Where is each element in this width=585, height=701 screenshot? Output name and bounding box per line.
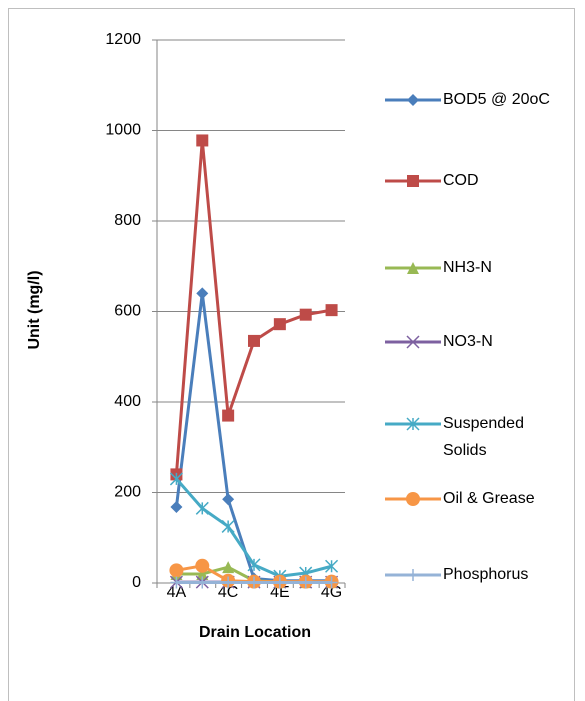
point <box>170 500 183 513</box>
point <box>170 576 183 589</box>
legend-label: NH3-N <box>443 259 492 276</box>
x-tick-label: 4C <box>218 584 238 601</box>
legend-label: Phosphorus <box>443 566 529 583</box>
legend-item <box>385 175 441 187</box>
point <box>406 417 420 431</box>
y-tick-label: 800 <box>114 212 141 229</box>
point <box>299 308 312 321</box>
point <box>196 287 209 300</box>
point <box>248 576 260 589</box>
legend-item <box>385 335 441 349</box>
y-tick-label: 0 <box>132 574 141 591</box>
point <box>273 576 286 589</box>
y-tick-label: 200 <box>114 484 141 501</box>
legend-label: Suspended Solids <box>443 415 524 459</box>
legend-item <box>385 262 441 274</box>
point <box>221 519 235 533</box>
legend-label: NO3-N <box>443 333 493 350</box>
point <box>222 561 235 574</box>
y-tick-label: 400 <box>114 393 141 410</box>
legend-label: COD <box>443 172 479 189</box>
legend-item <box>385 492 441 506</box>
point <box>222 493 235 506</box>
series <box>170 287 338 587</box>
point <box>407 94 419 106</box>
point <box>222 576 235 589</box>
y-axis-title: Unit (mg/l) <box>26 270 43 349</box>
series <box>170 134 338 481</box>
point <box>407 175 419 187</box>
x-axis-title: Drain Location <box>199 624 311 641</box>
point <box>196 567 209 580</box>
point <box>196 134 209 147</box>
point <box>195 501 209 515</box>
chart-frame <box>8 8 575 701</box>
y-tick-label: 1200 <box>105 31 141 48</box>
point <box>222 409 235 422</box>
point <box>169 472 183 486</box>
legend-item <box>385 94 441 106</box>
y-tick-label: 600 <box>114 303 141 320</box>
legend-item <box>385 569 441 581</box>
x-tick-label: 4E <box>270 584 290 601</box>
point <box>407 262 419 274</box>
point <box>196 576 209 589</box>
x-tick-label: 4A <box>167 584 187 601</box>
point <box>325 304 338 317</box>
point <box>406 335 420 349</box>
series <box>170 576 338 589</box>
y-tick-label: 1000 <box>105 122 141 139</box>
point <box>169 563 184 578</box>
point <box>325 559 339 573</box>
point <box>273 318 286 331</box>
point <box>248 334 260 347</box>
point <box>195 558 210 573</box>
point <box>407 569 419 581</box>
point <box>247 558 261 572</box>
point <box>325 576 338 589</box>
point <box>299 576 312 589</box>
legend-label: BOD5 @ 20oC <box>443 91 550 108</box>
legend-label: Oil & Grease <box>443 490 535 507</box>
legend-item <box>385 417 441 431</box>
point <box>406 492 420 506</box>
